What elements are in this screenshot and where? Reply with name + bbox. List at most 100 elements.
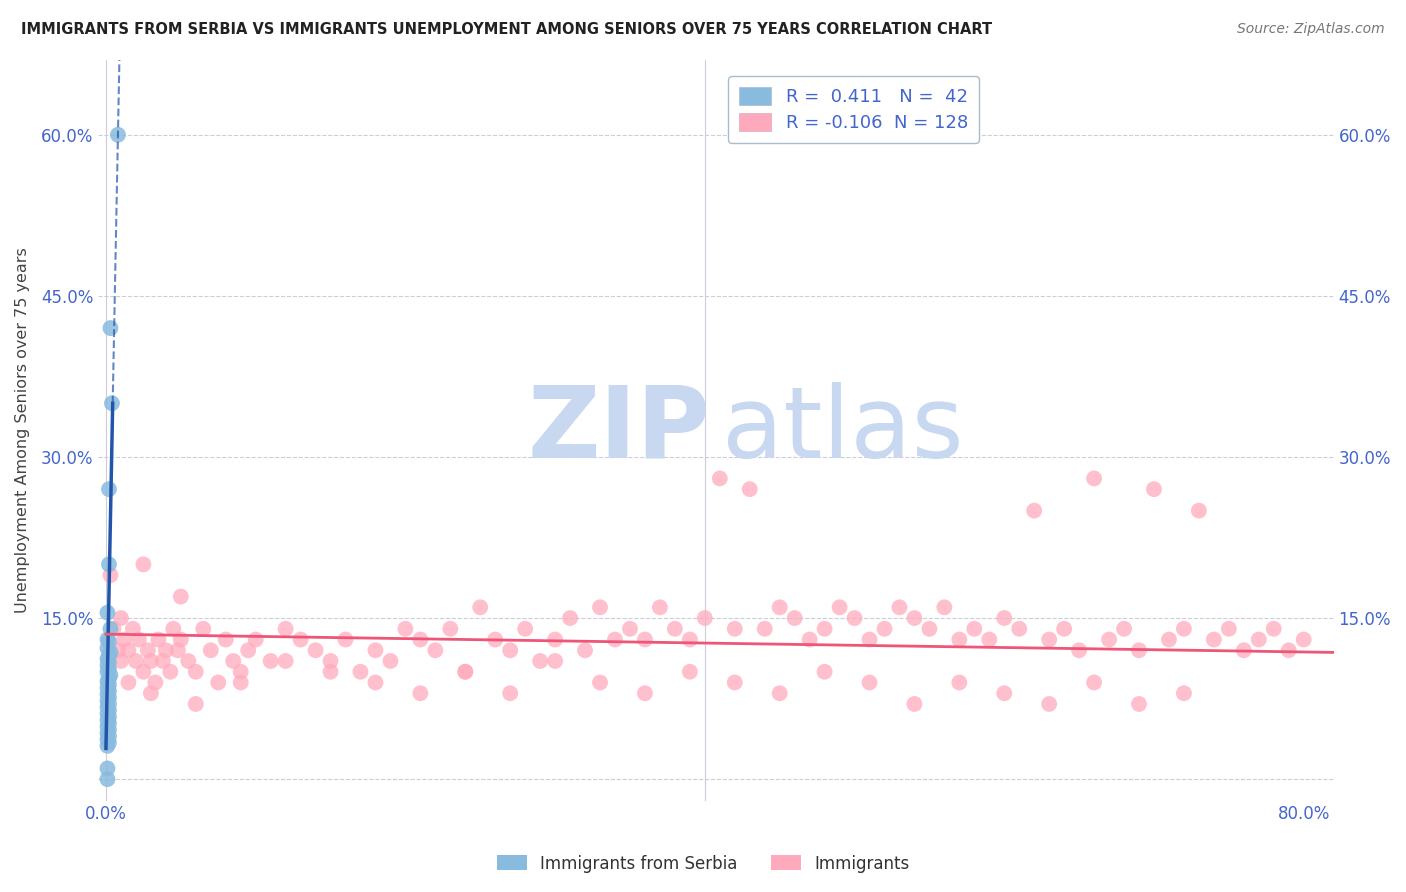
Point bbox=[1053, 622, 1076, 636]
Point bbox=[709, 471, 731, 485]
Point bbox=[96, 713, 118, 727]
Point bbox=[96, 700, 118, 714]
Point bbox=[769, 686, 792, 700]
Point bbox=[229, 665, 252, 679]
Point bbox=[1173, 686, 1195, 700]
Point bbox=[470, 600, 492, 615]
Legend: R =  0.411   N =  42, R = -0.106  N = 128: R = 0.411 N = 42, R = -0.106 N = 128 bbox=[728, 76, 979, 143]
Point bbox=[1008, 622, 1031, 636]
Point bbox=[515, 622, 537, 636]
Point bbox=[97, 684, 120, 698]
Point bbox=[97, 729, 120, 743]
Point bbox=[97, 690, 120, 705]
Point bbox=[1233, 643, 1256, 657]
Point bbox=[155, 643, 177, 657]
Point bbox=[128, 632, 150, 647]
Point bbox=[1083, 675, 1105, 690]
Point bbox=[103, 622, 125, 636]
Text: atlas: atlas bbox=[723, 382, 965, 479]
Point bbox=[1278, 643, 1301, 657]
Point bbox=[274, 654, 297, 668]
Point bbox=[132, 665, 155, 679]
Point bbox=[238, 643, 260, 657]
Point bbox=[1024, 503, 1046, 517]
Point bbox=[349, 665, 371, 679]
Point bbox=[335, 632, 357, 647]
Point bbox=[499, 643, 522, 657]
Point bbox=[304, 643, 326, 657]
Point bbox=[889, 600, 911, 615]
Point bbox=[166, 643, 188, 657]
Point bbox=[544, 632, 567, 647]
Point bbox=[97, 558, 120, 572]
Point bbox=[96, 652, 118, 666]
Point bbox=[177, 654, 200, 668]
Point bbox=[1112, 622, 1135, 636]
Point bbox=[724, 622, 747, 636]
Point bbox=[96, 687, 118, 701]
Point bbox=[148, 632, 170, 647]
Point bbox=[215, 632, 238, 647]
Point bbox=[918, 622, 941, 636]
Point bbox=[107, 643, 129, 657]
Text: Source: ZipAtlas.com: Source: ZipAtlas.com bbox=[1237, 22, 1385, 37]
Point bbox=[319, 665, 342, 679]
Point bbox=[170, 632, 193, 647]
Point bbox=[558, 611, 581, 625]
Point bbox=[101, 396, 124, 410]
Point bbox=[110, 611, 132, 625]
Point bbox=[136, 643, 159, 657]
Point bbox=[738, 482, 761, 496]
Point bbox=[903, 697, 925, 711]
Point bbox=[813, 665, 835, 679]
Point bbox=[125, 654, 148, 668]
Point bbox=[813, 622, 835, 636]
Point bbox=[245, 632, 267, 647]
Point bbox=[454, 665, 477, 679]
Point bbox=[96, 641, 118, 656]
Point bbox=[97, 716, 120, 731]
Point bbox=[1188, 503, 1211, 517]
Point bbox=[112, 632, 135, 647]
Point bbox=[96, 726, 118, 740]
Point bbox=[96, 658, 118, 673]
Point bbox=[139, 686, 162, 700]
Point bbox=[1263, 622, 1285, 636]
Point bbox=[828, 600, 851, 615]
Point bbox=[97, 723, 120, 737]
Point bbox=[96, 694, 118, 708]
Point bbox=[664, 622, 686, 636]
Point bbox=[97, 736, 120, 750]
Y-axis label: Unemployment Among Seniors over 75 years: Unemployment Among Seniors over 75 years bbox=[15, 247, 30, 613]
Point bbox=[184, 697, 207, 711]
Point bbox=[934, 600, 956, 615]
Point bbox=[145, 675, 167, 690]
Point bbox=[409, 632, 432, 647]
Point bbox=[1128, 643, 1150, 657]
Point bbox=[439, 622, 461, 636]
Point bbox=[97, 482, 120, 496]
Point bbox=[634, 686, 657, 700]
Point bbox=[200, 643, 222, 657]
Point bbox=[193, 622, 215, 636]
Point bbox=[484, 632, 506, 647]
Point bbox=[96, 739, 118, 753]
Point bbox=[1038, 697, 1060, 711]
Point bbox=[1038, 632, 1060, 647]
Point bbox=[107, 128, 129, 142]
Point bbox=[97, 648, 120, 663]
Point bbox=[97, 710, 120, 724]
Text: IMMIGRANTS FROM SERBIA VS IMMIGRANTS UNEMPLOYMENT AMONG SENIORS OVER 75 YEARS CO: IMMIGRANTS FROM SERBIA VS IMMIGRANTS UNE… bbox=[21, 22, 993, 37]
Point bbox=[96, 674, 118, 689]
Point bbox=[100, 568, 122, 582]
Point bbox=[97, 697, 120, 711]
Point bbox=[394, 622, 416, 636]
Point bbox=[274, 622, 297, 636]
Point bbox=[222, 654, 245, 668]
Point bbox=[1218, 622, 1240, 636]
Point bbox=[574, 643, 596, 657]
Point bbox=[993, 611, 1015, 625]
Point bbox=[648, 600, 671, 615]
Point bbox=[783, 611, 806, 625]
Point bbox=[96, 681, 118, 695]
